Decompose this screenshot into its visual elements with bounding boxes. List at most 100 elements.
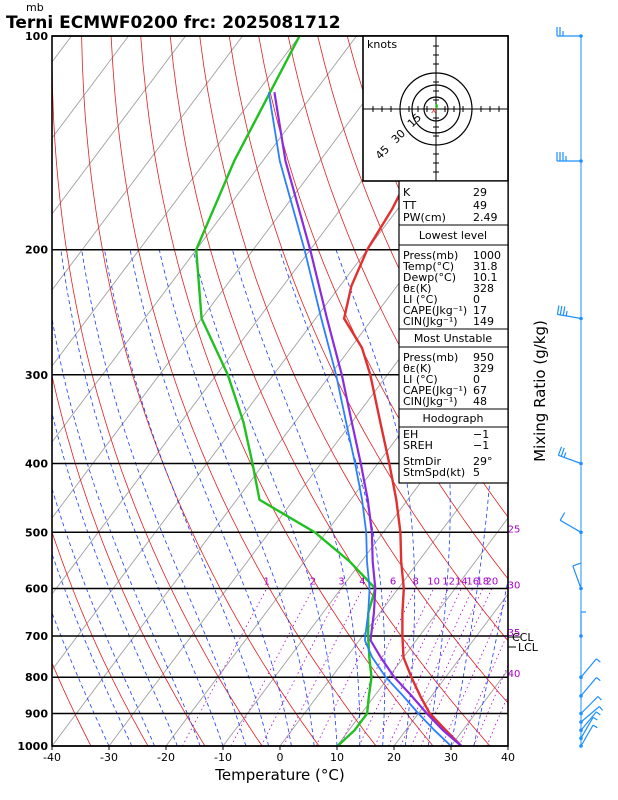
indices-table: K 29 TT 49 PW(cm) 2.49 Lowest level Pres…: [398, 180, 509, 484]
index-pw-value: 2.49: [473, 211, 498, 224]
wind-barb-staff: [572, 565, 582, 589]
mixing-ratio-label: 4: [359, 577, 365, 588]
pressure-tick-label: 600: [25, 583, 48, 596]
mu-thetae-value: 329: [473, 362, 494, 375]
index-tt-value: 49: [473, 199, 487, 212]
mixing-ratio-label: 6: [390, 577, 396, 588]
isotherm: [52, 36, 129, 139]
wind-barb-half-flag: [592, 724, 598, 729]
wind-barb-base: [579, 461, 583, 466]
mixing-ratio-line: [486, 694, 508, 746]
lcl-label: LCL: [518, 641, 539, 654]
temperature-tick-label: -40: [43, 751, 61, 764]
moist-adiabat: [81, 249, 247, 746]
wind-profile: [556, 27, 604, 748]
moist-adiabat: [104, 249, 269, 746]
hp-stmdir-value: 29°: [473, 455, 493, 468]
parcel-line: [273, 92, 463, 746]
mu-li-label: LI (°C): [403, 373, 438, 386]
mu-press-label: Press(mb): [403, 351, 458, 364]
wind-barb-flag: [559, 305, 563, 316]
mixing-ratio-label: 40: [508, 669, 521, 680]
most-unstable-title: Most Unstable: [414, 332, 493, 345]
wind-barb-flag: [557, 446, 563, 456]
ll-temp-value: 31.8: [473, 260, 498, 273]
dry-adiabat: [199, 36, 508, 704]
dry-adiabat: [613, 36, 618, 746]
hp-stmspd-label: StmSpd(kt): [403, 466, 465, 479]
ll-dewp-value: 10.1: [473, 271, 498, 284]
temperature-line: [342, 36, 489, 746]
mu-cin-value: 48: [473, 395, 487, 408]
hodograph: knots 15 30 45 x: [362, 35, 509, 182]
wind-barb-staff: [557, 313, 582, 320]
wind-barb-base: [579, 34, 583, 38]
moist-adiabat: [402, 249, 451, 746]
hp-eh-label: EH: [403, 428, 418, 441]
y-axis-label: Mixing Ratio (g/kg): [531, 320, 549, 462]
wind-barb-base: [579, 159, 583, 163]
wind-barb-base: [579, 736, 583, 740]
wind-barb-staff: [559, 519, 582, 533]
temperature-tick-label: -20: [157, 751, 175, 764]
dry-adiabat: [52, 662, 92, 746]
wind-barb-half-flag: [565, 310, 568, 317]
wind-barb-half-flag: [596, 711, 601, 716]
index-pw-label: PW(cm): [403, 211, 446, 224]
hodograph-units: knots: [367, 38, 397, 51]
moist-adiabat: [158, 249, 315, 746]
mixing-ratio-line: [388, 588, 462, 746]
moist-adiabat: [473, 578, 508, 746]
dry-adiabat: [140, 36, 434, 746]
mu-thetae-label: θε(K): [403, 362, 431, 375]
mixing-ratio-label: 16: [466, 577, 479, 588]
mixing-ratio-label: 8: [413, 577, 419, 588]
mixing-ratio-line: [400, 588, 474, 746]
wind-barb-half-flag: [596, 677, 601, 682]
dry-adiabat: [52, 36, 263, 746]
chart-title: Terni ECMWF0200 frc: 2025081712: [6, 13, 341, 33]
mu-cape-value: 67: [473, 384, 487, 397]
ll-thetae-label: θε(K): [403, 282, 431, 295]
pressure-tick-label: 200: [25, 244, 48, 257]
isotherm: [393, 593, 508, 746]
ll-li-label: LI (°C): [403, 293, 438, 306]
ll-cape-value: 17: [473, 304, 487, 317]
isotherm: [0, 36, 15, 746]
mu-li-value: 0: [473, 373, 480, 386]
wind-barb-staff: [580, 706, 600, 723]
x-axis-label: Temperature (°C): [214, 766, 344, 784]
isotherm: [108, 213, 508, 746]
wind-barb-flag: [560, 447, 565, 457]
dry-adiabat: [228, 36, 508, 642]
ll-cin-value: 149: [473, 315, 494, 328]
temperature-tick-label: 30: [444, 751, 458, 764]
pressure-tick-label: 1000: [17, 740, 48, 753]
dry-adiabat: [52, 530, 149, 746]
mu-cape-label: CAPE(Jkg⁻¹): [403, 384, 467, 397]
ll-dewp-label: Dewp(°C): [403, 271, 456, 284]
ll-press-value: 1000: [473, 249, 501, 262]
ll-cin-label: CIN(Jkg⁻¹): [403, 315, 458, 328]
pressure-tick-label: 300: [25, 369, 48, 382]
wind-barb-staff: [580, 711, 597, 731]
temperature-tick-label: 10: [330, 751, 344, 764]
index-k-value: 29: [473, 186, 487, 199]
hp-stmspd-value: 5: [473, 466, 480, 479]
index-tt-label: TT: [402, 199, 417, 212]
wind-barb-half-flag: [592, 716, 598, 721]
storm-motion-marker: x: [431, 106, 437, 116]
dry-adiabat: [583, 36, 618, 746]
moist-adiabat: [232, 249, 361, 746]
mixing-ratio-label: 1: [264, 577, 270, 588]
wind-barb-staff: [580, 717, 594, 739]
pressure-tick-label: 800: [25, 671, 48, 684]
wind-barb-flag: [559, 512, 566, 521]
mixing-ratio-label: 35: [508, 628, 521, 639]
wind-barb-flag: [562, 306, 566, 316]
ll-li-value: 0: [473, 293, 480, 306]
mixing-ratio-line: [358, 588, 434, 746]
dry-adiabat: [287, 36, 508, 518]
hp-sreh-value: −1: [473, 439, 489, 452]
